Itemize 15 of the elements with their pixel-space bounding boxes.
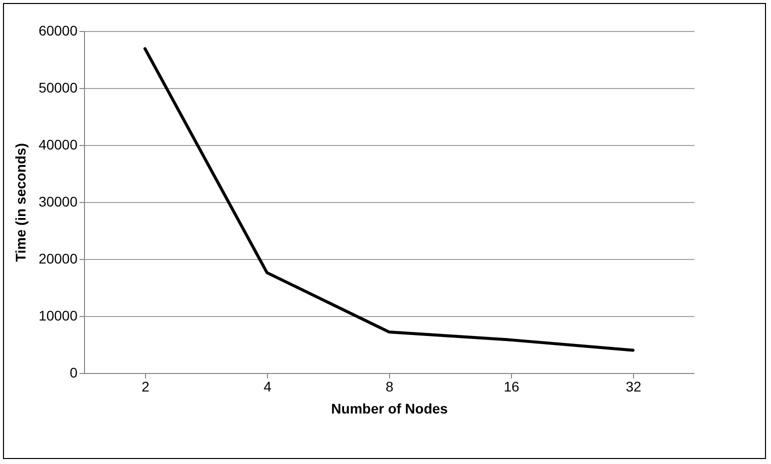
y-tick-label: 0 [70, 364, 78, 380]
y-tick-label: 50000 [38, 80, 78, 96]
x-tick-label: 4 [264, 378, 272, 394]
x-tick-label: 16 [504, 378, 520, 394]
line-series [144, 47, 634, 352]
x-axis-title: Number of Nodes [331, 400, 448, 416]
x-tick-label: 2 [142, 378, 150, 394]
y-tick-label: 20000 [38, 250, 78, 266]
y-tick-label: 60000 [38, 22, 78, 38]
x-tick-label: 32 [626, 378, 642, 394]
y-tick-label: 30000 [38, 194, 78, 210]
y-tick-label: 10000 [38, 308, 78, 324]
y-axis-title: Time (in seconds) [12, 143, 29, 262]
x-tick-label: 8 [386, 378, 394, 394]
y-tick-label: 40000 [38, 136, 78, 152]
